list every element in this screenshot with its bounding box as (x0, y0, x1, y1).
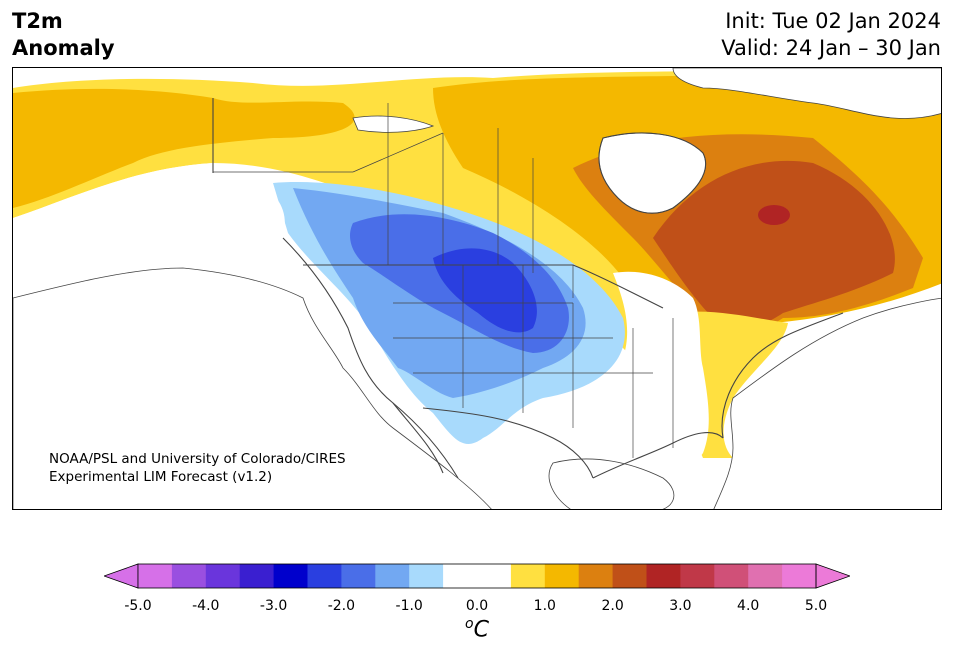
colorbar-cell (273, 564, 308, 588)
province-lines (213, 103, 674, 458)
colorbar-tick-label: -3.0 (259, 598, 288, 614)
colorbar-tick-label: 0.0 (465, 598, 489, 614)
warm2-field (13, 88, 355, 208)
colorbar-tick-label: 1.0 (533, 598, 556, 614)
colorbar-cell (782, 564, 817, 588)
unit-superscript: o (465, 616, 474, 632)
init-date: Init: Tue 02 Jan 2024 (725, 9, 941, 33)
atlantic-ocean (713, 297, 941, 509)
colorbar-cell (714, 564, 749, 588)
map-svg (13, 68, 941, 509)
credit-line-1: NOAA/PSL and University of Colorado/CIRE… (49, 451, 346, 467)
chart-title: T2m Anomaly (12, 8, 115, 62)
colorbar-cell (646, 564, 681, 588)
colorbar-cell (307, 564, 342, 588)
colorbar-cell (477, 564, 512, 588)
us-canada-border (303, 264, 664, 309)
baja-coast (392, 402, 444, 474)
colorbar-tick-label: 5.0 (804, 598, 828, 614)
credit-line-2: Experimental LIM Forecast (v1.2) (49, 469, 273, 485)
colorbar-cell (205, 564, 241, 588)
gulf-of-mexico (548, 458, 675, 509)
colorbar-cell (544, 564, 580, 588)
colorbar-tick-label: -4.0 (192, 598, 220, 614)
hudson-coast (598, 132, 707, 214)
colorbar-tick-label: 3.0 (669, 598, 692, 614)
warm5-core (758, 205, 790, 225)
colorbar-cell (443, 564, 478, 588)
pacific-ocean (13, 267, 492, 509)
neutral-alaska (13, 163, 285, 298)
colorbar-cell (748, 564, 783, 588)
colorbar-cell (341, 564, 376, 588)
colorbar-tick-label: -2.0 (327, 598, 356, 614)
colorbar-cell (612, 564, 647, 588)
colorbar-tick-label: 4.0 (737, 598, 760, 614)
valid-dates: Valid: 24 Jan – 30 Jan (721, 36, 941, 60)
colorbar-tick-label: -1.0 (395, 598, 423, 614)
warm4-field (653, 160, 895, 329)
colorbar-cell (510, 564, 546, 588)
east-coast (721, 312, 844, 439)
beaufort-water (352, 115, 435, 133)
title-line-1: T2m (12, 9, 63, 33)
title-line-2: Anomaly (12, 36, 115, 60)
colorbar-tick-label: 2.0 (601, 598, 624, 614)
colorbar-cell (138, 564, 173, 588)
colorbar-cell (680, 564, 715, 588)
west-coast (282, 237, 459, 479)
unit-letter: C (473, 617, 489, 643)
colorbar-tick-label: -5.0 (124, 598, 152, 614)
neutral-field (489, 271, 709, 509)
forecast-dates: Init: Tue 02 Jan 2024 Valid: 24 Jan – 30… (721, 8, 941, 62)
anomaly-map (12, 67, 942, 510)
borders (212, 98, 844, 479)
colorbar-outline (137, 563, 817, 589)
colorbar-cell (409, 564, 444, 588)
colorbar-under-arrow (104, 563, 139, 589)
colorbar-cell (171, 564, 207, 588)
arctic-water (672, 68, 941, 119)
colorbar-cell (578, 564, 614, 588)
colorbar-unit: oC (465, 616, 489, 642)
cool4-field (433, 248, 537, 333)
mexico-border (422, 407, 594, 479)
colorbar (104, 563, 850, 589)
colorbar-cell (239, 564, 275, 588)
colorbar-over-arrow (815, 563, 850, 589)
colorbar-cell (375, 564, 410, 588)
credit-text: NOAA/PSL and University of Colorado/CIRE… (49, 450, 346, 486)
